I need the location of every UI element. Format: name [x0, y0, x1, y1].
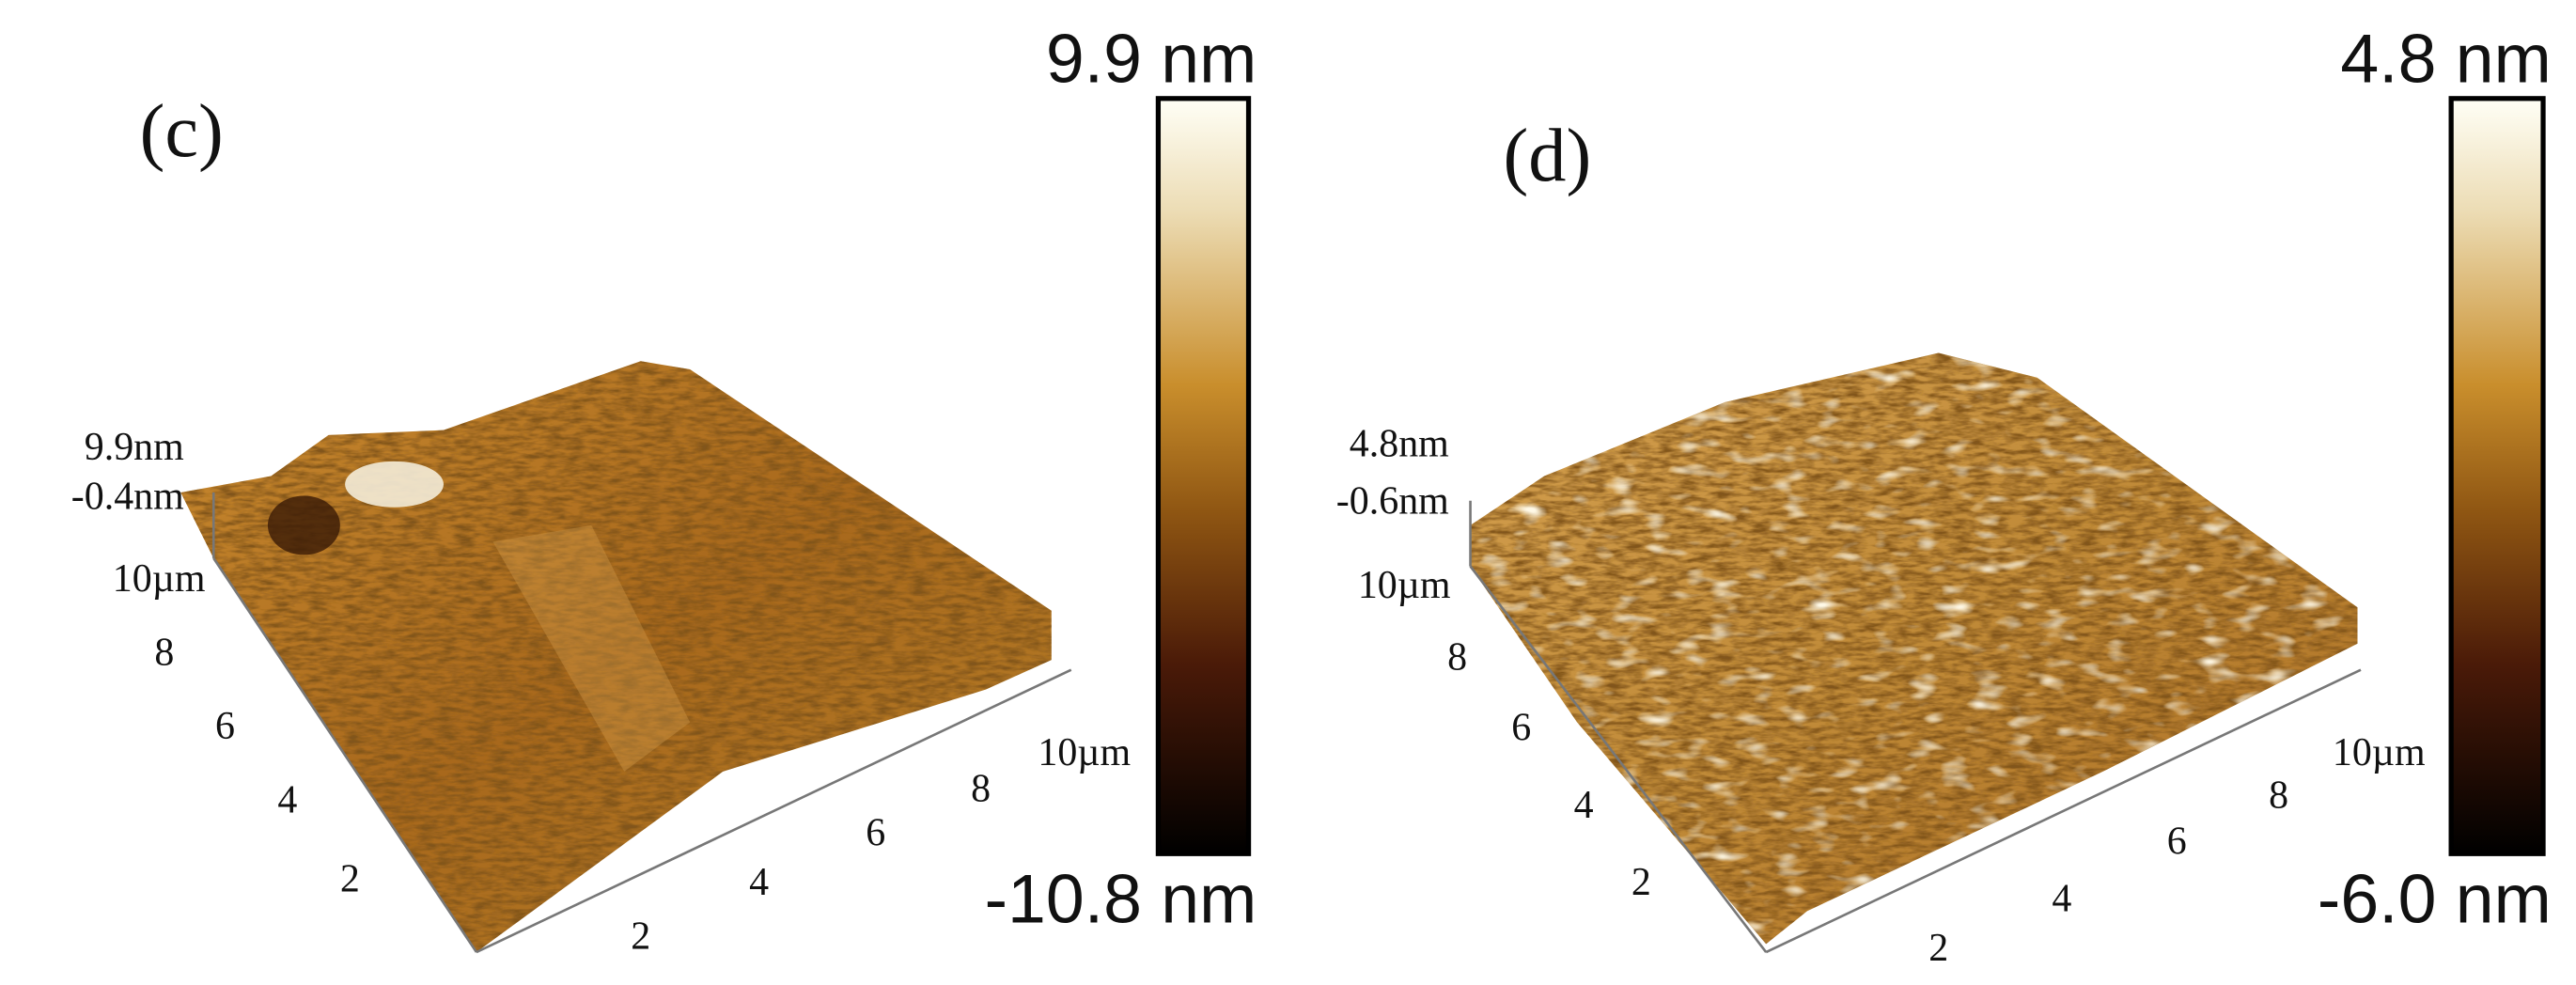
- colorbar-max: 9.9 nm: [1046, 20, 1257, 97]
- colorbar-min: -6.0 nm: [2318, 861, 2552, 938]
- panel-label: (d): [1503, 114, 1591, 197]
- panel-label: (c): [140, 89, 224, 173]
- y-axis-label: 8: [1447, 636, 1467, 680]
- z-axis-label: -0.4nm: [71, 475, 184, 518]
- y-axis-label: 2: [1631, 861, 1651, 904]
- y-axis-label: 10µm: [113, 557, 206, 601]
- x-axis-label: 2: [1928, 927, 1948, 970]
- y-axis-label: 6: [1511, 707, 1531, 750]
- z-axis-label: 9.9nm: [85, 426, 184, 469]
- x-axis-label: 4: [2052, 877, 2071, 920]
- y-axis-label: 2: [340, 857, 360, 900]
- x-axis-label: 2: [631, 915, 650, 959]
- z-axis-label: -0.6nm: [1336, 480, 1449, 524]
- colorbar: [2448, 96, 2546, 856]
- x-axis-label: 10µm: [2333, 731, 2426, 774]
- x-axis-label: 6: [2167, 820, 2187, 863]
- surface-d: [1470, 352, 2358, 945]
- colorbar-max: 4.8 nm: [2340, 20, 2551, 97]
- x-axis-label: 8: [2269, 774, 2288, 817]
- y-axis-label: 8: [154, 631, 174, 674]
- axis-line: [1469, 565, 1768, 953]
- x-axis-label: 10µm: [1038, 731, 1131, 774]
- colorbar: [1155, 96, 1252, 856]
- x-axis-label: 8: [971, 767, 991, 810]
- axis-line: [476, 668, 1072, 954]
- axis-line: [212, 557, 478, 953]
- y-axis-label: 4: [1574, 784, 1594, 827]
- surface-c: [180, 361, 1052, 953]
- y-axis-label: 4: [277, 779, 297, 822]
- y-axis-label: 10µm: [1358, 564, 1451, 607]
- axis-line: [1765, 668, 2362, 954]
- z-axis-label: 4.8nm: [1350, 423, 1449, 466]
- colorbar-min: -10.8 nm: [985, 861, 1257, 938]
- x-axis-label: 6: [866, 812, 885, 855]
- x-axis-label: 4: [749, 861, 769, 904]
- y-axis-label: 6: [215, 705, 235, 748]
